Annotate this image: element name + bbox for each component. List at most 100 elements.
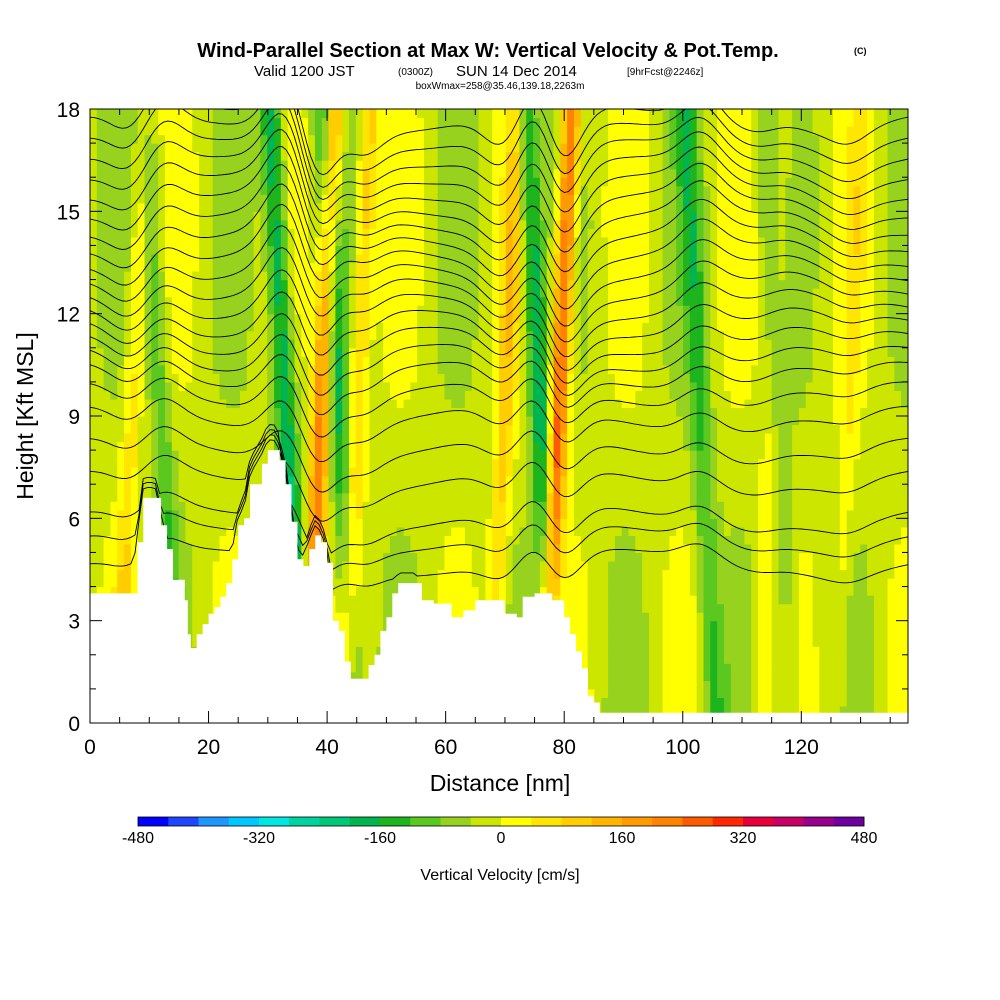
velocity-cell	[451, 253, 459, 264]
velocity-cell	[185, 424, 193, 434]
velocity-cell	[335, 305, 343, 315]
velocity-cell	[294, 185, 302, 195]
velocity-cell	[151, 492, 159, 502]
velocity-cell	[533, 330, 541, 340]
velocity-cell	[308, 347, 316, 357]
velocity-cell	[314, 526, 323, 536]
velocity-cell	[383, 236, 391, 247]
velocity-cell	[151, 253, 159, 264]
velocity-cell	[383, 339, 391, 349]
velocity-cell	[424, 253, 432, 264]
velocity-cell	[349, 535, 357, 545]
velocity-cell	[458, 168, 466, 178]
velocity-cell	[205, 458, 214, 468]
velocity-cell	[171, 305, 180, 315]
velocity-cell	[321, 271, 330, 281]
velocity-cell	[471, 262, 480, 272]
velocity-cell	[151, 458, 159, 468]
velocity-cell	[451, 109, 459, 119]
velocity-cell	[185, 603, 193, 613]
velocity-cell	[355, 168, 364, 178]
velocity-cell	[430, 279, 439, 289]
velocity-cell	[458, 185, 466, 195]
velocity-cell	[294, 518, 302, 528]
velocity-cell	[546, 245, 555, 255]
velocity-cell	[458, 509, 466, 519]
velocity-cell	[96, 151, 105, 161]
velocity-cell	[519, 492, 527, 502]
velocity-cell	[458, 603, 466, 613]
velocity-cell	[294, 424, 302, 434]
velocity-cell	[124, 236, 132, 247]
velocity-cell	[553, 177, 561, 187]
velocity-cell	[417, 160, 425, 170]
velocity-cell	[458, 347, 466, 357]
velocity-cell	[478, 441, 486, 451]
velocity-cell	[158, 467, 166, 477]
velocity-cell	[519, 475, 527, 485]
velocity-cell	[144, 339, 152, 349]
velocity-cell	[376, 313, 384, 323]
velocity-cell	[233, 526, 241, 536]
velocity-cell	[383, 416, 391, 426]
velocity-cell	[158, 347, 166, 357]
velocity-cell	[499, 535, 507, 545]
velocity-cell	[335, 279, 343, 289]
velocity-cell	[355, 467, 364, 477]
velocity-cell	[219, 168, 227, 178]
velocity-cell	[464, 253, 473, 264]
velocity-cell	[478, 245, 486, 255]
velocity-cell	[349, 663, 357, 673]
velocity-cell	[362, 236, 371, 247]
velocity-cell	[533, 322, 541, 332]
velocity-cell	[451, 509, 459, 519]
velocity-cell	[335, 552, 343, 562]
velocity-cell	[178, 467, 187, 477]
velocity-cell	[246, 185, 255, 195]
velocity-cell	[171, 330, 180, 340]
velocity-cell	[451, 236, 459, 247]
velocity-cell	[362, 603, 371, 613]
velocity-cell	[546, 441, 555, 451]
velocity-cell	[239, 245, 248, 255]
velocity-cell	[192, 202, 200, 212]
velocity-cell	[444, 441, 452, 451]
velocity-cell	[328, 330, 336, 340]
velocity-cell	[485, 467, 493, 477]
velocity-cell	[328, 433, 336, 443]
velocity-cell	[403, 339, 411, 349]
velocity-cell	[362, 526, 371, 536]
velocity-cell	[205, 492, 214, 502]
velocity-cell	[199, 484, 207, 494]
velocity-cell	[308, 236, 316, 247]
velocity-cell	[219, 526, 227, 536]
velocity-cell	[335, 143, 343, 153]
velocity-cell	[499, 219, 507, 229]
velocity-cell	[342, 177, 350, 187]
velocity-cell	[260, 296, 268, 306]
velocity-cell	[301, 177, 309, 187]
velocity-cell	[410, 407, 418, 417]
velocity-cell	[437, 373, 446, 383]
velocity-cell	[171, 518, 180, 528]
velocity-cell	[205, 185, 214, 195]
velocity-cell	[355, 330, 364, 340]
velocity-cell	[478, 177, 486, 187]
velocity-cell	[328, 458, 336, 468]
velocity-cell	[383, 467, 391, 477]
velocity-cell	[492, 288, 500, 298]
velocity-cell	[355, 211, 364, 221]
velocity-cell	[294, 109, 302, 119]
velocity-cell	[376, 569, 384, 579]
velocity-cell	[117, 424, 125, 434]
velocity-cell	[478, 595, 486, 605]
velocity-cell	[219, 424, 227, 434]
velocity-cell	[335, 245, 343, 255]
velocity-cell	[417, 458, 425, 468]
velocity-cell	[246, 364, 255, 374]
velocity-cell	[376, 322, 384, 332]
velocity-cell	[212, 578, 221, 588]
velocity-cell	[383, 390, 391, 400]
velocity-cell	[464, 450, 473, 460]
velocity-cell	[328, 416, 336, 426]
